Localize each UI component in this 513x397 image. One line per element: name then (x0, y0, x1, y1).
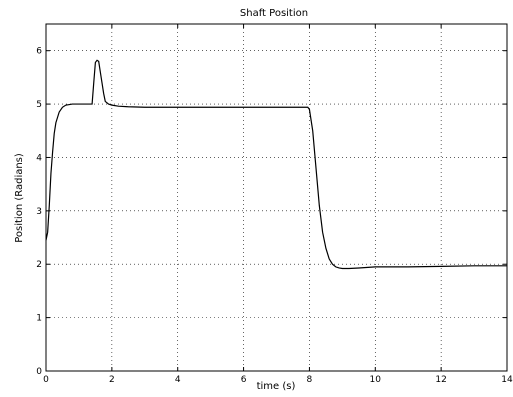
x-tick-labels: 0 2 4 6 8 10 12 14 (43, 375, 513, 385)
x-tick-label: 14 (501, 375, 513, 385)
y-tick-labels: 0 1 2 3 4 5 6 (36, 47, 42, 377)
y-tick-label: 3 (36, 207, 42, 217)
y-tick-label: 2 (36, 260, 42, 270)
plot-area (45, 23, 508, 372)
y-tick-label: 0 (36, 367, 42, 377)
axis-ticks (45, 24, 508, 372)
x-tick-label: 12 (435, 375, 446, 385)
y-tick-label: 6 (36, 47, 42, 57)
x-tick-label: 2 (109, 375, 115, 385)
x-axis-label: time (s) (257, 381, 296, 392)
x-tick-label: 8 (307, 375, 313, 385)
x-tick-label: 4 (175, 375, 181, 385)
series-line-shaft-position (45, 59, 507, 270)
x-tick-label: 10 (370, 375, 382, 385)
y-tick-label: 5 (36, 100, 42, 110)
y-axis-label: Position (Radians) (14, 153, 25, 243)
y-tick-label: 1 (36, 314, 42, 324)
x-tick-label: 0 (43, 375, 49, 385)
chart-title: Shaft Position (240, 8, 308, 19)
y-tick-label: 4 (36, 153, 42, 163)
x-tick-label: 6 (241, 375, 247, 385)
grid (46, 24, 507, 371)
